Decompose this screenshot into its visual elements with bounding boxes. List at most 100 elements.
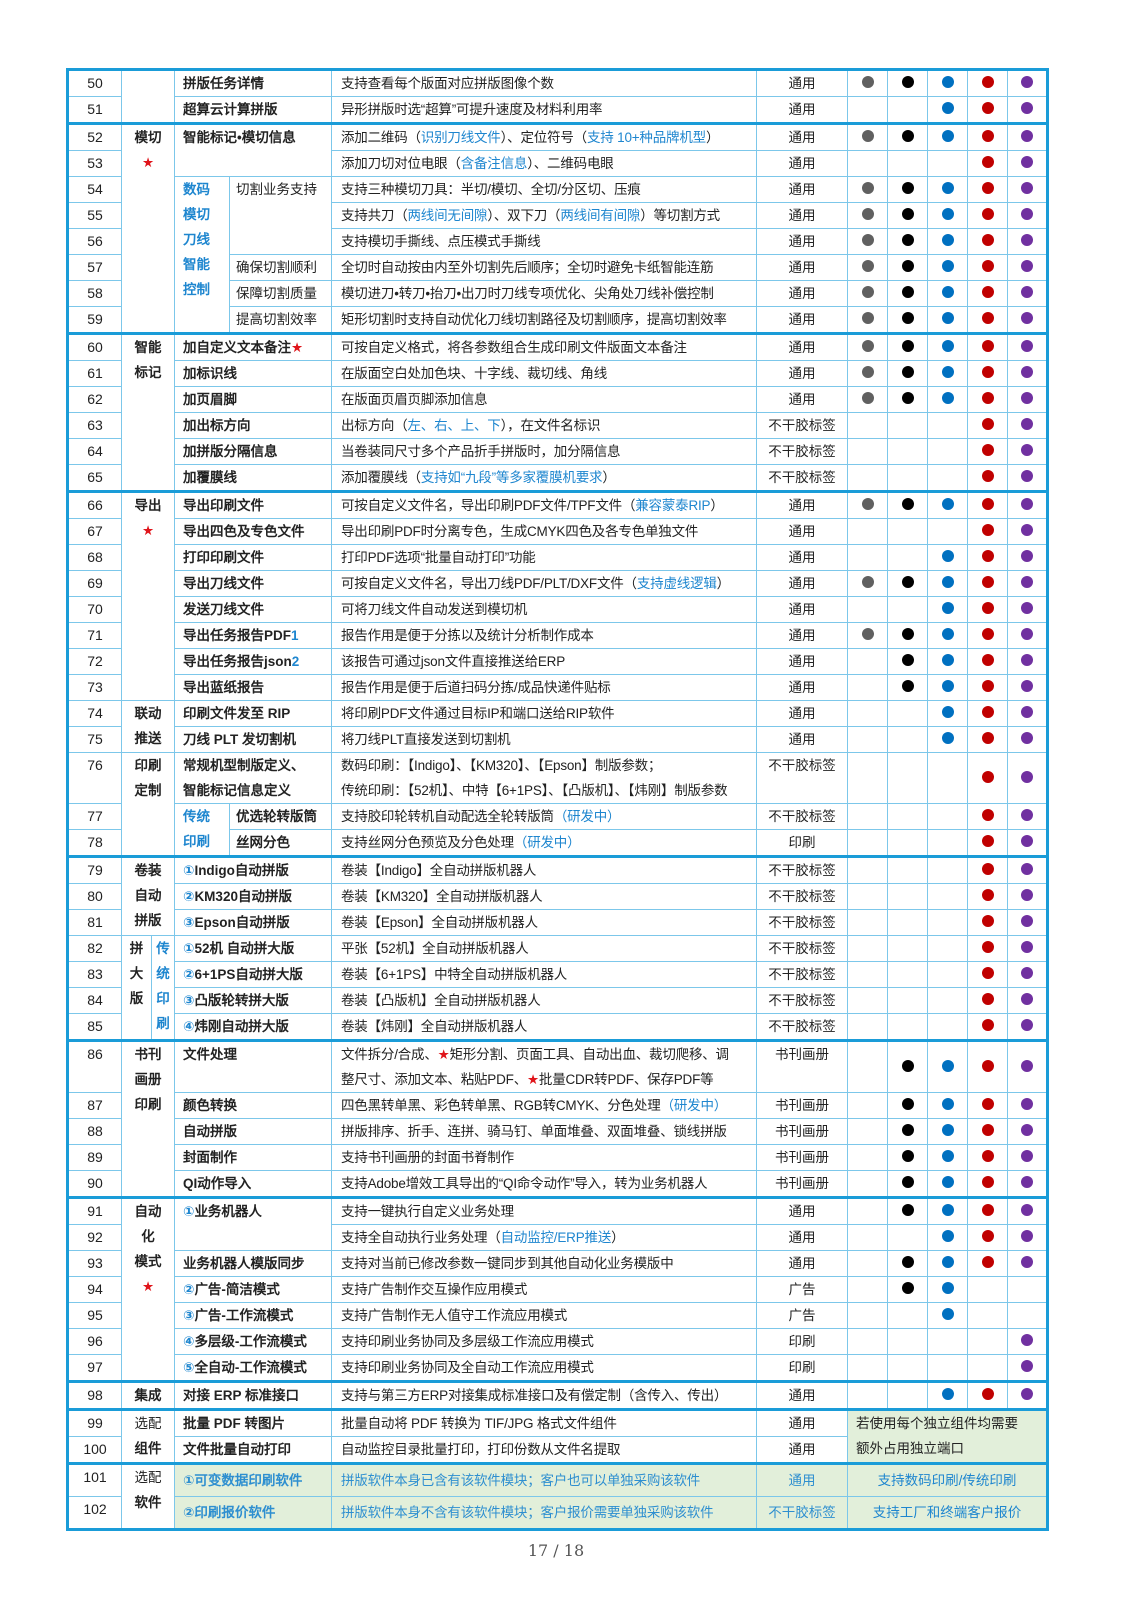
text-segment: 画册 (134, 1072, 162, 1087)
text-line: 导出任务报告json2 (183, 650, 331, 674)
row-number: 78 (67, 829, 122, 857)
text-line: 自动 (123, 883, 174, 908)
text-line: 导出刀线文件 (183, 572, 331, 596)
text-segment: 拼版软件本身不含有该软件模块；客户报价需要单独采购该软件 (341, 1505, 714, 1520)
support-cell (927, 1276, 968, 1303)
support-cell (887, 332, 928, 361)
text-line: 统 (153, 961, 174, 986)
support-cell (967, 122, 1008, 151)
support-dot-icon (901, 1204, 914, 1216)
feature-cell: ①Indigo自动拼版 (174, 855, 332, 884)
text-line: 额外占用独立端口 (856, 1436, 1046, 1461)
text-line: 当卷装同尺寸多个产品折手拼版时，加分隔信息 (341, 440, 754, 464)
support-cell (847, 332, 888, 361)
support-dot-icon (1021, 993, 1033, 1005)
text-line: 支持三种模切刀具：半切/模切、全切/分区切、压痕 (341, 178, 754, 202)
text-segment: ）、二维码电眼 (527, 156, 614, 171)
support-cell (967, 1092, 1008, 1119)
table-row: 68 打印印刷文件 打印PDF选项“批量自动打印”功能 通用 (67, 544, 1048, 571)
support-cell (927, 622, 968, 649)
table-row: 75 刀线 PLT 发切割机 将刀线PLT直接发送到切割机 通用 (67, 726, 1048, 753)
table-row: 98 集成 对接 ERP 标准接口 支持与第三方ERP对接集成标准接口及有偿定制（含传… (67, 1380, 1048, 1410)
text-segment: 软件 (134, 1495, 162, 1510)
support-cell (847, 1092, 888, 1119)
support-cell (1007, 360, 1048, 387)
text-line: 支持对当前已修改参数一键同步到其他自动化业务模版中 (341, 1252, 754, 1276)
support-dot-icon (981, 967, 994, 979)
application-type: 书刊画册 (756, 1092, 848, 1119)
text-segment: 炜刚自动拼大版 (194, 1019, 289, 1034)
table-row: 69 导出刀线文件 可按自定义文件名，导出刀线PDF/PLT/DXF文件（支持虚线逻… (67, 570, 1048, 597)
support-cell (927, 490, 968, 519)
feature-cell: 确保切割顺利 (229, 254, 332, 281)
row-number: 60 (67, 332, 122, 361)
text-segment: 智能 (134, 340, 162, 355)
support-cell (887, 752, 928, 804)
text-segment: 卷装【KM320】全自动拼版机器人 (341, 889, 543, 904)
support-dot-icon (901, 208, 914, 220)
support-cell (967, 280, 1008, 307)
support-cell (1007, 228, 1048, 255)
support-dot-icon (941, 628, 954, 640)
text-line: 自动 (123, 1201, 174, 1225)
support-cell (847, 202, 888, 229)
row-number: 65 (67, 464, 122, 492)
text-line: 支持印刷业务协同及多层级工作流应用模式 (341, 1330, 754, 1354)
support-cell (1007, 909, 1048, 936)
text-segment: 导出 (134, 498, 162, 513)
feature-cell: 加标识线 (174, 360, 332, 387)
text-segment: 卷装 (134, 863, 162, 878)
description-cell: 支持胶印轮转机自动配选全轮转版筒（研发中） (331, 803, 757, 830)
star-icon: ★ (141, 1279, 155, 1294)
text-segment: 报告作用是便于分拣以及统计分析制作成本 (341, 628, 594, 643)
text-segment: 平张【52机】全自动拼版机器人 (341, 941, 529, 956)
text-segment: 集成 (134, 1388, 162, 1403)
support-cell (967, 360, 1008, 387)
support-dot-icon (941, 1256, 954, 1268)
application-type: 通用 (756, 544, 848, 571)
support-cell (847, 909, 888, 936)
table-row: 92 支持全自动执行业务处理（自动监控/ERP推送） 通用 (67, 1224, 1048, 1251)
support-dot-icon (1021, 1360, 1033, 1372)
support-dot-icon (941, 1059, 954, 1072)
support-cell (967, 1328, 1008, 1355)
table-row: 64 加拼版分隔信息 当卷装同尺寸多个产品折手拼版时，加分隔信息 不干胶标签 (67, 438, 1048, 465)
row-number: 76 (67, 752, 122, 804)
support-cell (847, 829, 888, 857)
support-dot-icon (1021, 576, 1033, 588)
support-cell (847, 438, 888, 465)
support-cell (1007, 202, 1048, 229)
feature-cell: 导出蓝纸报告 (174, 674, 332, 701)
text-line: 支持胶印轮转机自动配选全轮转版筒（研发中） (341, 805, 754, 829)
support-dot-icon (941, 1308, 954, 1320)
description-cell: 拼版排序、折手、连拼、骑马钉、单面堆叠、双面堆叠、锁线拼版 (331, 1118, 757, 1145)
text-segment: 支持书刊画册的封面书脊制作 (341, 1150, 514, 1165)
text-segment: 自动监控目录批量打印，打印份数从文件名提取 (341, 1442, 621, 1457)
category-cell: 联动 推送 (121, 700, 175, 753)
text-line: 若使用每个独立组件均需要 (856, 1413, 1046, 1437)
support-cell (927, 987, 968, 1014)
text-line: 卷装【Epson】全自动拼版机器人 (341, 911, 754, 935)
support-cell (927, 96, 968, 124)
feature-cell: 导出任务报告PDF1 (174, 622, 332, 649)
row-number: 54 (67, 176, 122, 203)
support-dot-icon (1021, 941, 1033, 953)
feature-cell: 常规机型制版定义、 智能标记信息定义 (174, 752, 332, 804)
text-line: ★ (123, 1274, 174, 1299)
support-dot-icon (1021, 654, 1033, 666)
row-number: 64 (67, 438, 122, 465)
row-number: 79 (67, 855, 122, 884)
text-segment: 拼版排序、折手、连拼、骑马钉、单面堆叠、双面堆叠、锁线拼版 (341, 1124, 727, 1139)
text-line: 化 (123, 1224, 174, 1249)
text-segment: 含备注信息 (460, 156, 528, 171)
description-cell: 拼版软件本身已含有该软件模块；客户也可以单独采购该软件 (331, 1462, 757, 1497)
row-number: 74 (67, 700, 122, 727)
text-segment: 添加刀切对位电眼（ (341, 156, 461, 171)
support-cell (1007, 961, 1048, 988)
text-segment: 异形拼版时选“超算”可提升速度及材料利用率 (341, 102, 603, 117)
text-segment: ③ (183, 915, 195, 930)
support-cell (967, 386, 1008, 413)
support-cell (1007, 150, 1048, 177)
row-number: 73 (67, 674, 122, 701)
support-cell (887, 412, 928, 439)
